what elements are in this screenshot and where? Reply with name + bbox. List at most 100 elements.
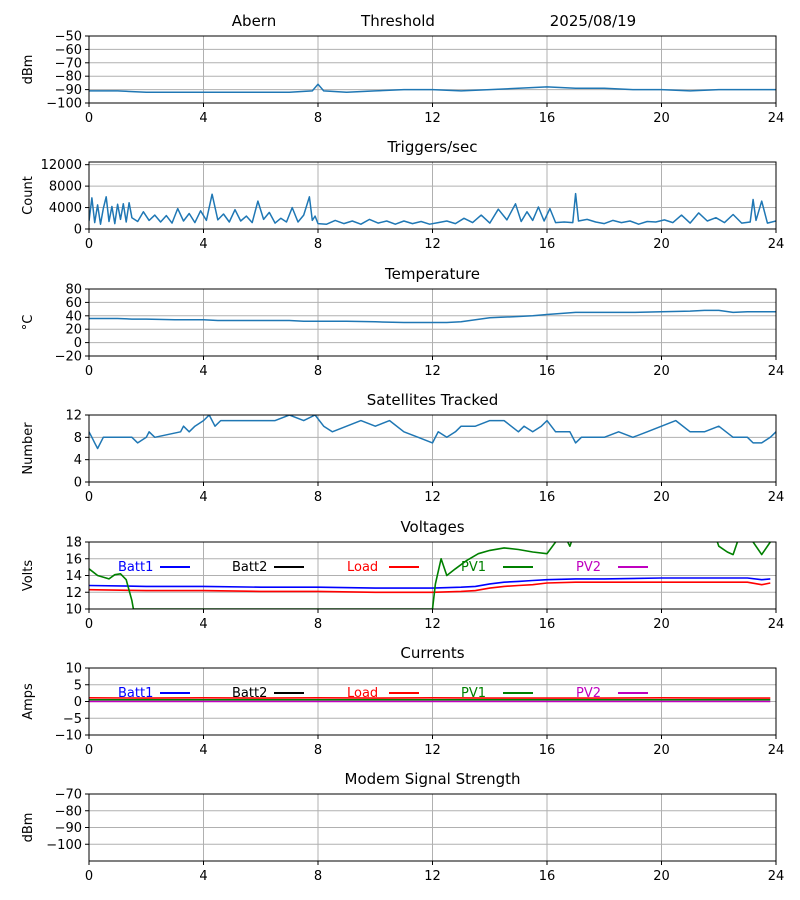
plot-area xyxy=(89,542,771,609)
panel-satellites: 0 4 8 12 16 20 24 0 4 8 12 Satellites Tracked Number xyxy=(21,391,784,505)
y-axis-label: Count xyxy=(21,176,36,215)
panel-currents: 0 4 8 12 16 20 24 −10 −5 0 510 Currents Amps Batt1 Bat… xyxy=(21,644,784,758)
y-tick-label: 5 xyxy=(74,678,82,693)
y-tick-label: 10 xyxy=(65,662,82,677)
legend-label-pv1: PV1 xyxy=(461,560,486,575)
x-tick-label: 8 xyxy=(314,617,322,632)
x-tick-label: 24 xyxy=(768,237,785,252)
x-tick-label: 8 xyxy=(314,237,322,252)
x-tick-label: 4 xyxy=(199,743,207,758)
x-tick-label: 12 xyxy=(424,743,441,758)
x-tick-label: 8 xyxy=(314,869,322,884)
legend-label-load: Load xyxy=(347,686,378,701)
y-tick-label: 4 xyxy=(74,453,82,468)
x-tick-label: 4 xyxy=(199,617,207,632)
y-tick-label: −80 xyxy=(55,804,82,819)
x-tick-label: 4 xyxy=(199,869,207,884)
series-line-batt1 xyxy=(89,577,771,589)
x-tick-label: 0 xyxy=(85,490,93,505)
y-tick-label: 0 xyxy=(74,223,82,238)
plot-area xyxy=(89,309,776,324)
legend-label-batt1: Batt1 xyxy=(118,686,153,701)
x-tick-label: 12 xyxy=(424,617,441,632)
x-tick-label: 20 xyxy=(653,617,670,632)
y-tick-label: 12000 xyxy=(41,158,82,173)
x-tick-label: 0 xyxy=(85,237,93,252)
y-axis-label: dBm xyxy=(21,55,36,85)
x-tick-label: 16 xyxy=(539,490,556,505)
y-tick-label: −5 xyxy=(63,712,82,727)
x-tick-label: 0 xyxy=(85,617,93,632)
y-tick-label: 8 xyxy=(74,431,82,446)
header-date: 2025/08/19 xyxy=(550,12,636,30)
x-tick-label: 8 xyxy=(314,490,322,505)
legend-label-pv1: PV1 xyxy=(461,686,486,701)
x-tick-label: 24 xyxy=(768,490,785,505)
x-tick-label: 24 xyxy=(768,743,785,758)
y-tick-label: 8000 xyxy=(49,180,82,195)
x-tick-label: 4 xyxy=(199,111,207,126)
y-tick-label: 10 xyxy=(65,603,82,618)
plot-area xyxy=(89,696,771,703)
chart-title: Modem Signal Strength xyxy=(345,770,521,788)
x-tick-label: 16 xyxy=(539,743,556,758)
y-tick-label: 18 xyxy=(65,536,82,551)
x-tick-label: 8 xyxy=(314,111,322,126)
legend-label-batt2: Batt2 xyxy=(232,686,267,701)
x-tick-label: 12 xyxy=(424,237,441,252)
x-tick-label: 20 xyxy=(653,743,670,758)
y-tick-label: −100 xyxy=(46,97,82,112)
x-tick-label: 8 xyxy=(314,364,322,379)
chart-title: Currents xyxy=(400,644,464,662)
x-tick-label: 24 xyxy=(768,617,785,632)
x-tick-label: 16 xyxy=(539,869,556,884)
series-line-satellites xyxy=(89,415,776,450)
y-tick-label: 80 xyxy=(65,283,82,298)
x-tick-label: 0 xyxy=(85,364,93,379)
series-line-load xyxy=(89,581,771,594)
x-tick-label: 8 xyxy=(314,743,322,758)
y-tick-label: −10 xyxy=(55,729,82,744)
y-tick-label: −90 xyxy=(55,821,82,836)
x-tick-label: 4 xyxy=(199,364,207,379)
x-tick-label: 0 xyxy=(85,111,93,126)
y-tick-label: 0 xyxy=(74,336,82,351)
series-line-temperature xyxy=(89,309,776,324)
x-tick-label: 0 xyxy=(85,743,93,758)
legend-label-pv2: PV2 xyxy=(576,686,601,701)
y-tick-label: −100 xyxy=(46,838,82,853)
header-mode: Threshold xyxy=(360,12,435,30)
x-tick-label: 20 xyxy=(653,111,670,126)
y-tick-label: −70 xyxy=(55,788,82,803)
y-tick-label: −50 xyxy=(55,30,82,45)
x-tick-label: 24 xyxy=(768,869,785,884)
panel-modem: 0 4 8 12 16 20 24 −100 −90 −80−70 Modem Signal Str… xyxy=(21,770,784,884)
y-tick-label: 0 xyxy=(74,476,82,491)
plot-area xyxy=(89,192,776,225)
x-tick-label: 16 xyxy=(539,111,556,126)
header-station: Abern xyxy=(232,12,276,30)
y-axis-label: Volts xyxy=(21,560,36,592)
x-tick-label: 24 xyxy=(768,111,785,126)
legend-label-batt2: Batt2 xyxy=(232,560,267,575)
series-line-triggers xyxy=(89,192,776,225)
plot-area xyxy=(89,415,776,450)
series-line-threshold xyxy=(89,83,776,94)
x-tick-label: 20 xyxy=(653,237,670,252)
legend-label-load: Load xyxy=(347,560,378,575)
x-tick-label: 16 xyxy=(539,364,556,379)
plot-area xyxy=(89,83,776,94)
x-tick-label: 24 xyxy=(768,364,785,379)
y-tick-label: 4000 xyxy=(49,201,82,216)
panel-triggers: 0 4 8 12 16 20 24 0 4000 8000 12000 Triggers/sec Cou… xyxy=(21,138,784,252)
series-line-pv1 xyxy=(89,542,771,609)
y-tick-label: 60 xyxy=(65,296,82,311)
x-tick-label: 16 xyxy=(539,237,556,252)
y-tick-label: −90 xyxy=(55,83,82,98)
x-tick-label: 12 xyxy=(424,490,441,505)
y-tick-label: 20 xyxy=(65,323,82,338)
y-tick-label: −80 xyxy=(55,70,82,85)
y-tick-label: 12 xyxy=(65,409,82,424)
x-tick-label: 4 xyxy=(199,490,207,505)
